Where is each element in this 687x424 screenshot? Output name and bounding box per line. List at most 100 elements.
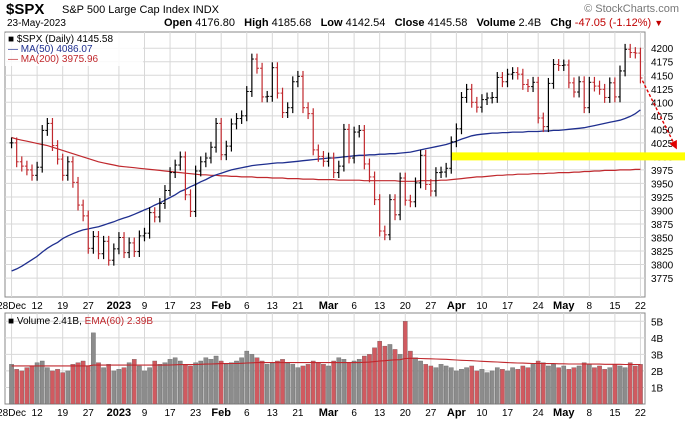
volume-bar[interactable] xyxy=(254,357,260,405)
volume-bar[interactable] xyxy=(336,357,342,405)
volume-bar[interactable] xyxy=(121,367,127,405)
volume-bar[interactable] xyxy=(50,370,55,405)
volume-bar[interactable] xyxy=(622,367,628,405)
volume-bar[interactable] xyxy=(627,362,633,405)
volume-bar[interactable] xyxy=(239,357,244,405)
volume-bar[interactable] xyxy=(65,370,71,405)
volume-bar[interactable] xyxy=(438,364,444,405)
volume-bar[interactable] xyxy=(172,357,178,405)
volume-bar[interactable] xyxy=(147,367,152,405)
volume-bar[interactable] xyxy=(515,369,521,405)
volume-bar[interactable] xyxy=(9,364,14,405)
volume-bar[interactable] xyxy=(402,321,408,405)
volume-bar[interactable] xyxy=(224,364,229,405)
volume-bar[interactable] xyxy=(459,369,464,405)
volume-bar[interactable] xyxy=(561,365,567,405)
volume-bar[interactable] xyxy=(367,354,372,405)
volume-bar[interactable] xyxy=(418,360,423,405)
volume-bar[interactable] xyxy=(489,370,495,405)
volume-bar[interactable] xyxy=(244,350,250,405)
volume-bar[interactable] xyxy=(285,362,290,405)
volume-bar[interactable] xyxy=(469,365,475,405)
volume-bar[interactable] xyxy=(607,367,613,405)
volume-bar[interactable] xyxy=(428,365,434,405)
volume-bar[interactable] xyxy=(331,360,336,405)
volume-bar[interactable] xyxy=(535,360,541,405)
volume-bar[interactable] xyxy=(443,365,449,405)
volume-bar[interactable] xyxy=(546,365,551,405)
volume-bar[interactable] xyxy=(131,359,137,405)
volume-bar[interactable] xyxy=(566,369,572,405)
volume-bar[interactable] xyxy=(19,370,25,405)
volume-bar[interactable] xyxy=(249,354,255,405)
volume-bar[interactable] xyxy=(70,364,76,405)
volume-bar[interactable] xyxy=(341,359,347,405)
volume-bar[interactable] xyxy=(142,370,147,405)
volume-bar[interactable] xyxy=(525,367,531,405)
volume-bar[interactable] xyxy=(592,367,597,405)
volume-bar[interactable] xyxy=(275,360,280,405)
volume-bar[interactable] xyxy=(280,359,285,405)
volume-bar[interactable] xyxy=(101,367,106,405)
volume-bar[interactable] xyxy=(85,365,91,405)
volume-bar[interactable] xyxy=(198,360,204,405)
volume-bar[interactable] xyxy=(372,347,377,405)
volume-bar[interactable] xyxy=(270,362,275,405)
volume-bar[interactable] xyxy=(408,350,413,405)
volume-bar[interactable] xyxy=(162,362,168,405)
volume-bar[interactable] xyxy=(305,364,311,405)
volume-bar[interactable] xyxy=(177,360,183,405)
volume-bar[interactable] xyxy=(638,364,643,405)
volume-bar[interactable] xyxy=(137,365,142,405)
volume-bar[interactable] xyxy=(500,369,505,405)
volume-bar[interactable] xyxy=(576,365,582,405)
volume-bar[interactable] xyxy=(106,364,111,405)
volume-bar[interactable] xyxy=(510,367,515,405)
volume-bar[interactable] xyxy=(581,362,587,405)
volume-bar[interactable] xyxy=(356,359,362,405)
volume-bar[interactable] xyxy=(551,364,556,405)
volume-bar[interactable] xyxy=(362,355,367,405)
volume-bar[interactable] xyxy=(617,365,623,405)
volume-bar[interactable] xyxy=(597,365,602,405)
volume-bar[interactable] xyxy=(24,367,30,405)
volume-bar[interactable] xyxy=(587,364,592,405)
volume-bar[interactable] xyxy=(290,364,296,405)
volume-bar[interactable] xyxy=(14,369,19,405)
stockcharts-logo[interactable]: © StockCharts.com xyxy=(584,3,679,15)
volume-bar[interactable] xyxy=(45,367,50,405)
volume-bar[interactable] xyxy=(152,360,158,405)
volume-bar[interactable] xyxy=(203,357,209,405)
volume-bar[interactable] xyxy=(612,364,618,405)
volume-bar[interactable] xyxy=(433,367,439,405)
volume-bar[interactable] xyxy=(448,367,454,405)
volume-bar[interactable] xyxy=(346,362,352,405)
volume-bar[interactable] xyxy=(377,340,382,405)
volume-bar[interactable] xyxy=(484,372,490,405)
volume-bar[interactable] xyxy=(541,362,546,405)
volume-bar[interactable] xyxy=(310,360,316,405)
volume-bar[interactable] xyxy=(316,362,321,405)
volume-bar[interactable] xyxy=(321,364,326,405)
volume-bar[interactable] xyxy=(229,362,234,405)
volume-bar[interactable] xyxy=(413,357,418,405)
volume-bar[interactable] xyxy=(392,349,398,405)
volume-bar[interactable] xyxy=(300,365,306,405)
volume-bar[interactable] xyxy=(75,362,81,405)
volume-bar[interactable] xyxy=(80,360,86,405)
volume-bar[interactable] xyxy=(505,370,510,405)
volume-bar[interactable] xyxy=(218,360,224,405)
volume-bar[interactable] xyxy=(234,360,239,405)
volume-bar[interactable] xyxy=(126,362,132,405)
volume-bar[interactable] xyxy=(382,345,388,405)
volume-bar[interactable] xyxy=(157,364,163,405)
volume-bar[interactable] xyxy=(259,360,265,405)
volume-bar[interactable] xyxy=(633,365,638,405)
volume-bar[interactable] xyxy=(167,359,173,405)
volume-bar[interactable] xyxy=(326,365,331,405)
volume-bar[interactable] xyxy=(464,367,469,405)
volume-bar[interactable] xyxy=(351,360,357,405)
volume-bar[interactable] xyxy=(55,369,60,405)
volume-bar[interactable] xyxy=(397,354,403,405)
